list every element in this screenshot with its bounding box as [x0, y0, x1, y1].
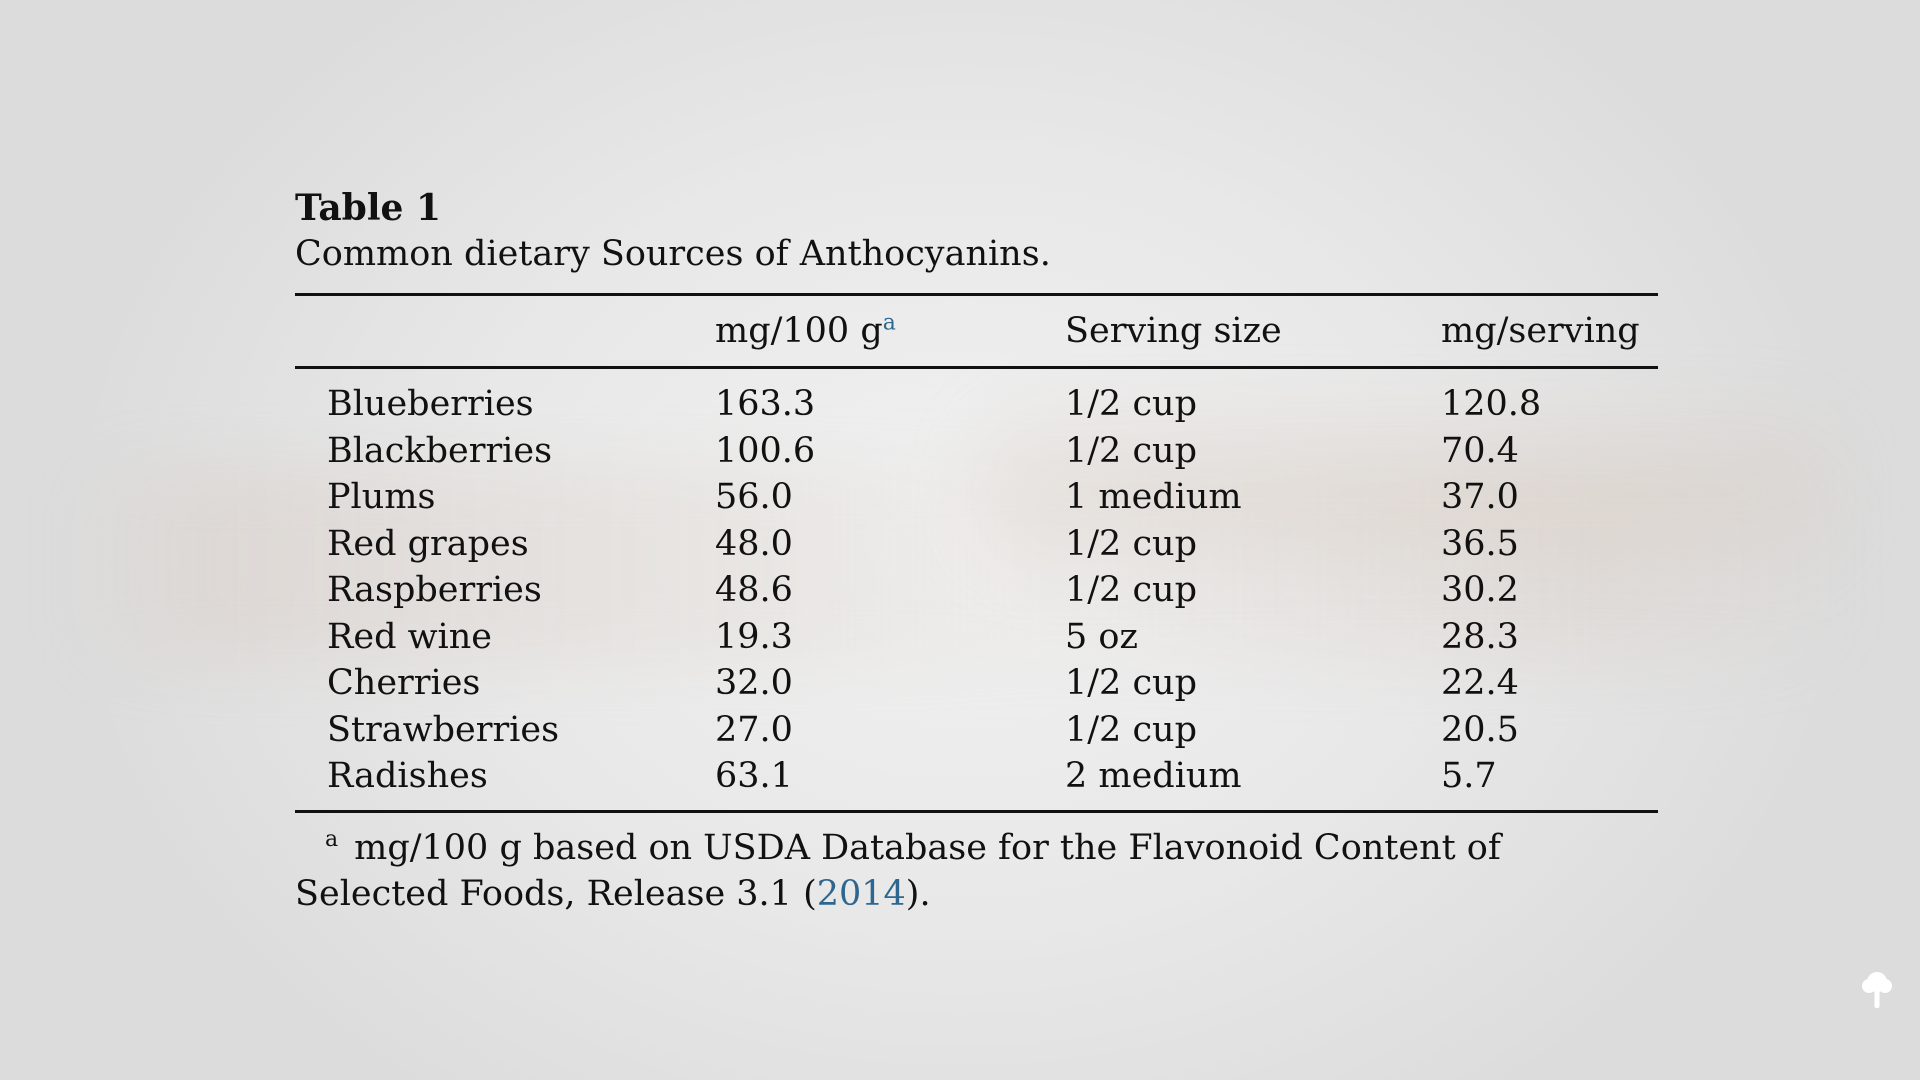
header-serving-size: Serving size: [1065, 311, 1282, 351]
cell-food: Blueberries: [327, 384, 534, 424]
table-row: Strawberries 27.0 1/2 cup 20.5: [295, 707, 1658, 754]
cell-serving-size: 1/2 cup: [1065, 709, 1198, 750]
cell-mg-per-serving: 30.2: [1441, 570, 1519, 610]
table-row: Red wine 19.3 5 oz 28.3: [295, 614, 1658, 661]
cell-mg-per-100g: 27.0: [715, 709, 793, 750]
cell-mg-per-100g: 56.0: [715, 477, 793, 517]
background-blur-right: [980, 420, 1830, 560]
cell-mg-per-serving: 5.7: [1441, 756, 1497, 796]
header-mg-per-100g: mg/100 ga: [715, 308, 896, 354]
cell-serving-size: 5 oz: [1065, 616, 1138, 657]
table-row: Cherries 32.0 1/2 cup 22.4: [295, 660, 1658, 707]
cell-serving-size: 2 medium: [1065, 756, 1242, 796]
cell-mg-per-100g: 19.3: [715, 616, 793, 657]
table-row: Blueberries 163.3 1/2 cup 120.8: [295, 381, 1658, 428]
cell-mg-per-100g: 100.6: [715, 430, 816, 471]
cell-food: Raspberries: [327, 570, 542, 610]
footnote-text: mg/100 g based on USDA Database for the …: [295, 827, 1501, 914]
cell-mg-per-100g: 163.3: [715, 384, 816, 424]
cell-mg-per-serving: 70.4: [1441, 430, 1519, 471]
table-row: Plums 56.0 1 medium 37.0: [295, 474, 1658, 521]
cell-serving-size: 1 medium: [1065, 477, 1242, 517]
table-body: Blueberries 163.3 1/2 cup 120.8 Blackberries…: [295, 369, 1658, 810]
table-label: Table 1: [295, 187, 442, 229]
table-figure: Table 1 Common dietary Sources of Anthoc…: [295, 185, 1658, 917]
cell-serving-size: 1/2 cup: [1065, 570, 1198, 610]
cell-mg-per-100g: 48.6: [715, 570, 793, 610]
header-mg-per-serving: mg/serving: [1441, 311, 1640, 351]
cell-food: Strawberries: [327, 709, 560, 750]
cell-mg-per-100g: 48.0: [715, 523, 793, 564]
cell-mg-per-serving: 120.8: [1441, 384, 1542, 424]
background-blur: [70, 470, 1850, 660]
cell-mg-per-100g: 63.1: [715, 756, 793, 796]
table-footnote: a mg/100 g based on USDA Database for the…: [295, 825, 1658, 917]
header-mg-per-100g-label: mg/100 g: [715, 311, 883, 351]
cell-food: Red wine: [327, 616, 493, 657]
table-row: Radishes 63.1 2 medium 5.7: [295, 753, 1658, 800]
footnote-reference-link[interactable]: 2014: [816, 873, 906, 914]
cell-mg-per-serving: 28.3: [1441, 616, 1519, 657]
cell-food: Cherries: [327, 663, 481, 703]
tree-icon: [1862, 972, 1892, 1008]
table-caption: Common dietary Sources of Anthocyanins.: [295, 234, 1051, 274]
table-row: Raspberries 48.6 1/2 cup 30.2: [295, 567, 1658, 614]
cell-serving-size: 1/2 cup: [1065, 384, 1198, 424]
cell-food: Red grapes: [327, 523, 529, 564]
cell-mg-per-serving: 36.5: [1441, 523, 1519, 564]
cell-serving-size: 1/2 cup: [1065, 523, 1198, 564]
table-top-rule: [295, 293, 1658, 296]
cell-food: Radishes: [327, 756, 488, 796]
cell-mg-per-serving: 20.5: [1441, 709, 1519, 750]
cell-mg-per-serving: 37.0: [1441, 477, 1519, 517]
cell-food: Blackberries: [327, 430, 553, 471]
cell-serving-size: 1/2 cup: [1065, 430, 1198, 471]
table-row: Blackberries 100.6 1/2 cup 70.4: [295, 428, 1658, 475]
table-bottom-rule: [295, 809, 1658, 813]
cell-food: Plums: [327, 477, 436, 517]
table-header-row: mg/100 ga Serving size mg/serving: [295, 296, 1658, 366]
table-header-rule: [295, 366, 1658, 369]
header-footnote-link[interactable]: a: [882, 310, 896, 336]
footnote-text-end: ).: [905, 873, 931, 914]
cell-mg-per-serving: 22.4: [1441, 663, 1519, 703]
cell-mg-per-100g: 32.0: [715, 663, 793, 703]
cell-serving-size: 1/2 cup: [1065, 663, 1198, 703]
table-row: Red grapes 48.0 1/2 cup 36.5: [295, 521, 1658, 568]
footnote-mark: a: [325, 826, 339, 852]
